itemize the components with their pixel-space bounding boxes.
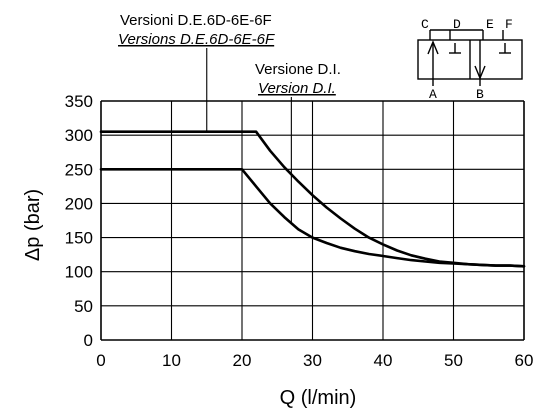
- symbol-label-a: A: [429, 87, 437, 102]
- symbol-label-c: C: [421, 17, 429, 32]
- y-tick-label: 350: [65, 92, 93, 111]
- symbol-label-f: F: [505, 17, 513, 32]
- y-tick-label: 250: [65, 160, 93, 179]
- series-line-2: [99, 168, 526, 268]
- symbol-label-d: D: [453, 17, 461, 32]
- annotation-version-di-it: Versione D.I.: [255, 61, 341, 78]
- symbol-arrow-up-icon: [427, 40, 439, 55]
- symbol-arrow-down-icon: [474, 65, 486, 80]
- hydraulic-symbol: [417, 29, 523, 86]
- x-tick-label: 40: [374, 351, 393, 370]
- chart-grid: [100, 100, 525, 341]
- y-tick-label: 100: [65, 263, 93, 282]
- y-axis-tick-labels: 0 50 100 150 200 250 300 350: [65, 92, 93, 350]
- x-tick-label: 20: [233, 351, 252, 370]
- y-axis-label: Δp (bar): [22, 189, 44, 261]
- x-tick-label: 0: [96, 351, 105, 370]
- annotation-leaders: [206, 48, 292, 224]
- annotation-version-di-en: Version D.I.: [258, 80, 336, 97]
- symbol-label-e: E: [486, 17, 494, 32]
- y-tick-label: 150: [65, 229, 93, 248]
- series-lines: [99, 130, 526, 268]
- x-tick-label: 50: [444, 351, 463, 370]
- annotation-versions-de-it: Versioni D.E.6D-6E-6F: [120, 12, 272, 29]
- y-tick-label: 200: [65, 194, 93, 213]
- symbol-label-b: B: [476, 87, 484, 102]
- x-tick-label: 10: [162, 351, 181, 370]
- x-tick-label: 30: [303, 351, 322, 370]
- y-tick-label: 300: [65, 126, 93, 145]
- y-tick-label: 50: [74, 297, 93, 316]
- x-axis-tick-labels: 0 10 20 30 40 50 60: [96, 351, 533, 370]
- y-tick-label: 0: [84, 331, 93, 350]
- x-axis-label: Q (l/min): [280, 387, 357, 409]
- annotation-versions-de-en: Versions D.E.6D-6E-6F: [118, 31, 275, 48]
- x-tick-label: 60: [515, 351, 534, 370]
